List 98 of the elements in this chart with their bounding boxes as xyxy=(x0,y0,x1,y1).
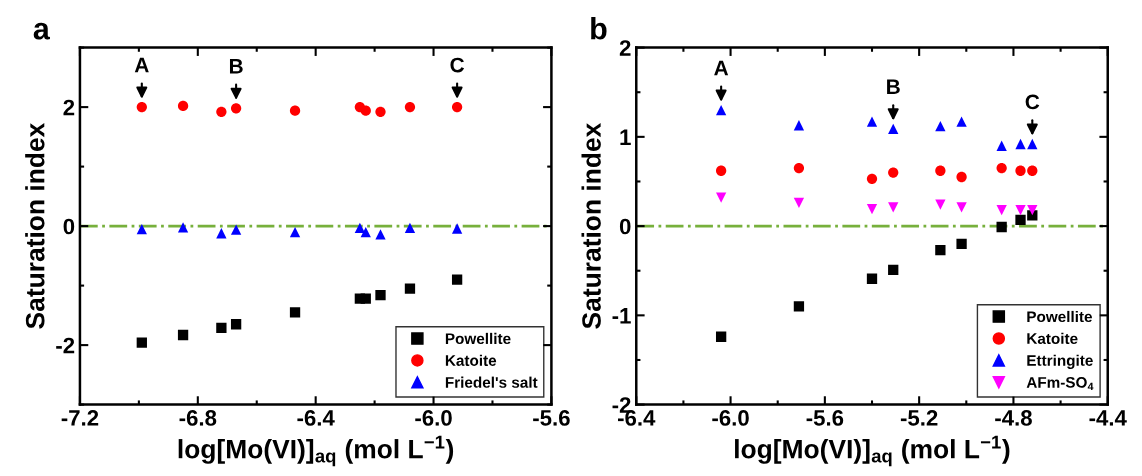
point xyxy=(404,101,416,113)
legend-label: Katoite xyxy=(445,354,497,366)
point xyxy=(996,140,1007,151)
annotation: C xyxy=(1025,94,1040,110)
x-axis-title: log[Mo(VI)]$_{aq}$ (mol L$^{−1}$) xyxy=(178,435,454,467)
point xyxy=(360,226,371,238)
point xyxy=(935,199,946,210)
point xyxy=(360,105,371,116)
point xyxy=(451,223,463,234)
x-tick-label: -5.6 xyxy=(533,410,570,426)
x-axis-title: log[Mo(VI)]$_{aq}$ (mol L$^{−1}$) xyxy=(735,435,1010,467)
annotation: B xyxy=(229,59,243,74)
point xyxy=(888,167,899,178)
point xyxy=(715,165,727,176)
y-tick-label: 1 xyxy=(620,129,631,145)
legend-label: Katoite xyxy=(1027,332,1078,344)
point xyxy=(216,106,227,118)
point xyxy=(1015,214,1026,225)
point xyxy=(216,322,227,333)
y-axis-title: Saturation index xyxy=(25,122,45,329)
point xyxy=(793,197,805,209)
point xyxy=(1027,138,1038,150)
point xyxy=(888,202,899,213)
legend-label: Friedel's salt xyxy=(445,376,538,388)
point xyxy=(404,283,416,294)
point xyxy=(1027,204,1038,216)
point xyxy=(375,106,386,118)
point xyxy=(1015,138,1026,150)
point xyxy=(216,228,227,239)
annotation: A xyxy=(714,60,729,76)
y-axis-title: Saturation index xyxy=(581,122,601,329)
point xyxy=(935,120,946,132)
annotation: B xyxy=(887,79,900,94)
point xyxy=(935,165,946,176)
legend-label: Powellite xyxy=(445,332,511,345)
point xyxy=(375,229,386,240)
point xyxy=(935,245,946,256)
y-tick-label: -1 xyxy=(612,308,631,324)
x-tick-label: -6.0 xyxy=(415,410,452,426)
point xyxy=(715,192,727,203)
point xyxy=(866,273,878,284)
point xyxy=(793,301,805,312)
x-tick-label: -6.0 xyxy=(712,410,749,426)
y-tick-label: -2 xyxy=(56,337,75,354)
legend-label: AFm-SO$_{4}$ xyxy=(1026,376,1094,391)
point xyxy=(996,221,1007,233)
annotation: A xyxy=(134,57,149,73)
point xyxy=(230,224,242,235)
point xyxy=(996,162,1007,174)
x-tick-label: -5.6 xyxy=(806,410,844,426)
y-tick-label: 0 xyxy=(63,218,75,235)
point xyxy=(1015,204,1026,216)
x-tick-label: -7.2 xyxy=(61,410,99,426)
x-tick-label: -4.8 xyxy=(995,410,1032,426)
point xyxy=(956,171,967,183)
point xyxy=(888,264,899,275)
x-tick-label: -6.8 xyxy=(179,410,217,426)
point xyxy=(451,101,463,113)
legend-label: Powellite xyxy=(1027,310,1093,323)
y-tick-label: 2 xyxy=(619,40,631,56)
point xyxy=(375,289,386,301)
point xyxy=(230,103,242,114)
point xyxy=(360,293,371,304)
point xyxy=(866,116,878,127)
point xyxy=(451,274,463,285)
x-tick-label: -4.4 xyxy=(1089,410,1127,426)
annotation: C xyxy=(450,57,465,73)
x-tick-label: -6.4 xyxy=(297,410,335,426)
point xyxy=(715,104,727,116)
point xyxy=(289,307,301,318)
point xyxy=(866,203,878,215)
point xyxy=(177,100,189,112)
point xyxy=(136,337,147,348)
point xyxy=(793,162,805,174)
point xyxy=(404,222,416,234)
point xyxy=(888,123,899,134)
point xyxy=(177,329,189,341)
y-tick-label: 2 xyxy=(63,99,75,116)
point xyxy=(793,120,805,131)
point xyxy=(136,101,147,113)
point xyxy=(956,238,967,250)
point xyxy=(866,173,878,184)
point xyxy=(996,204,1007,216)
chart-title: b xyxy=(591,17,607,40)
legend-label: Ettringite xyxy=(1027,354,1093,369)
point xyxy=(136,223,147,235)
point xyxy=(956,116,967,127)
chart-title: a xyxy=(33,22,50,40)
point xyxy=(956,202,967,213)
point xyxy=(289,226,301,238)
point xyxy=(289,105,301,116)
x-tick-label: -5.2 xyxy=(900,410,938,426)
point xyxy=(1015,165,1026,176)
point xyxy=(715,331,727,342)
point xyxy=(1027,165,1038,176)
point xyxy=(230,319,242,330)
y-tick-label: 0 xyxy=(619,218,631,235)
point xyxy=(177,222,189,233)
